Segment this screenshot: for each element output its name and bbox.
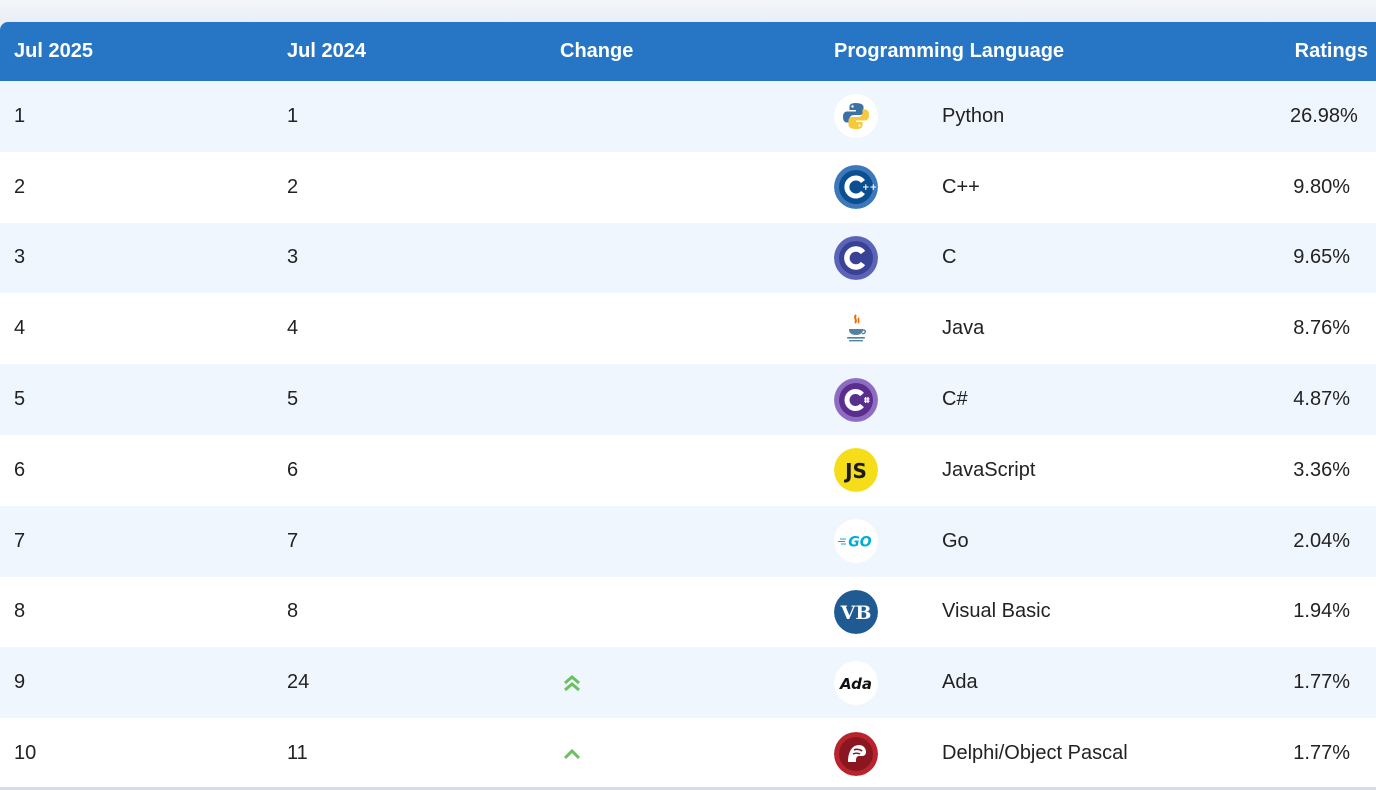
- table-row: 2 2 ++ C++ 9.80%: [0, 151, 1376, 223]
- rank-previous: 7: [287, 529, 299, 552]
- table-row: 9 24 Ada Ada 1.77%: [0, 647, 1376, 719]
- rank-previous: 1: [287, 104, 299, 127]
- rank-change: [546, 223, 820, 294]
- language-rating: 3.36%: [1293, 458, 1350, 481]
- header-previous-month[interactable]: Jul 2024: [287, 40, 366, 62]
- language-rating: 2.04%: [1293, 529, 1350, 552]
- rank-previous: 4: [287, 317, 299, 340]
- svg-text:++: ++: [862, 183, 877, 193]
- header-language[interactable]: Programming Language: [834, 40, 1065, 62]
- language-logo-cell: [820, 364, 928, 435]
- rank-current: 5: [14, 388, 26, 411]
- rank-current: 6: [14, 458, 26, 481]
- language-rating: 9.80%: [1293, 175, 1350, 198]
- language-name[interactable]: Delphi/Object Pascal: [942, 742, 1128, 765]
- header-change[interactable]: Change: [560, 40, 634, 62]
- svg-text:Ada: Ada: [839, 675, 872, 693]
- rank-change: [546, 506, 820, 577]
- svg-text:JS: JS: [843, 459, 867, 483]
- rank-current: 8: [14, 600, 26, 623]
- svg-text:VB: VB: [840, 602, 872, 624]
- rank-change: [546, 718, 820, 789]
- ranking-table-container: Jul 2025 Jul 2024 Change Programming Lan…: [0, 22, 1376, 790]
- language-name[interactable]: JavaScript: [942, 458, 1036, 481]
- csharp-logo-icon: [834, 377, 878, 422]
- language-rating: 26.98%: [1290, 104, 1358, 127]
- table-row: 1 1 Python 26.98%: [0, 81, 1376, 152]
- rank-previous: 5: [287, 388, 299, 411]
- rank-previous: 6: [287, 458, 299, 481]
- language-name[interactable]: C#: [942, 388, 968, 411]
- rank-previous: 3: [287, 246, 299, 269]
- python-logo-icon: [834, 94, 878, 139]
- rank-change: [546, 293, 820, 364]
- language-name[interactable]: Go: [942, 529, 969, 552]
- rank-change: [546, 577, 820, 648]
- cpp-logo-icon: ++: [834, 165, 878, 210]
- table-row: 3 3 C 9.65%: [0, 222, 1376, 294]
- rank-change: [546, 152, 820, 223]
- language-ranking-table: Jul 2025 Jul 2024 Change Programming Lan…: [0, 22, 1376, 789]
- header-ratings[interactable]: Ratings: [1294, 40, 1368, 62]
- language-name[interactable]: Python: [942, 104, 1005, 127]
- c-logo-icon: [834, 235, 878, 280]
- language-rating: 1.77%: [1293, 671, 1350, 694]
- language-rating: 9.65%: [1293, 246, 1350, 269]
- language-logo-cell: JS: [820, 435, 928, 506]
- rank-change: [546, 81, 820, 152]
- rank-current: 9: [14, 671, 26, 694]
- table-row: 6 6 JS JavaScript 3.36%: [0, 434, 1376, 506]
- language-logo-cell: [820, 718, 928, 789]
- delphi-logo-icon: [834, 731, 878, 776]
- arrow-up-icon: [563, 748, 581, 759]
- language-name[interactable]: C++: [942, 175, 980, 198]
- go-logo-icon: GO: [834, 519, 878, 564]
- rank-current: 3: [14, 246, 26, 269]
- rank-change: [546, 364, 820, 435]
- rank-previous: 11: [287, 742, 308, 765]
- rank-previous: 2: [287, 175, 299, 198]
- bottom-divider: [0, 787, 1376, 790]
- language-rating: 8.76%: [1293, 317, 1350, 340]
- language-rating: 1.77%: [1293, 742, 1350, 765]
- rank-previous: 8: [287, 600, 299, 623]
- double-arrow-up-icon: [564, 674, 580, 691]
- language-rating: 4.87%: [1293, 388, 1350, 411]
- page-top-strip: [0, 0, 1376, 22]
- language-name[interactable]: Ada: [942, 671, 978, 694]
- language-logo-cell: VB: [820, 577, 928, 648]
- svg-text:GO: GO: [848, 535, 871, 551]
- language-name[interactable]: Java: [942, 317, 985, 340]
- language-logo-cell: GO: [820, 506, 928, 577]
- rank-current: 1: [14, 104, 26, 127]
- table-row: 4 4 Java 8.76%: [0, 293, 1376, 365]
- visual-basic-logo-icon: VB: [834, 589, 878, 634]
- header-current-month[interactable]: Jul 2025: [14, 40, 93, 62]
- table-header-row: Jul 2025 Jul 2024 Change Programming Lan…: [0, 22, 1376, 81]
- language-logo-cell: Ada: [820, 647, 928, 718]
- ada-logo-icon: Ada: [834, 660, 878, 705]
- javascript-logo-icon: JS: [834, 448, 878, 493]
- rank-current: 2: [14, 175, 26, 198]
- language-name[interactable]: Visual Basic: [942, 600, 1051, 623]
- language-name[interactable]: C: [942, 246, 957, 269]
- rank-current: 10: [14, 742, 37, 765]
- language-rating: 1.94%: [1293, 600, 1350, 623]
- table-row: 8 8 VB Visual Basic 1.94%: [0, 576, 1376, 648]
- language-logo-cell: [820, 81, 928, 152]
- language-logo-cell: [820, 223, 928, 294]
- rank-change: [546, 647, 820, 718]
- language-logo-cell: [820, 293, 928, 364]
- rank-change: [546, 435, 820, 506]
- table-row: 10 11 Delphi/Object Pascal 1.77%: [0, 718, 1376, 789]
- rank-current: 7: [14, 529, 26, 552]
- table-row: 7 7 GO Go 2.04%: [0, 505, 1376, 577]
- rank-current: 4: [14, 317, 26, 340]
- table-row: 5 5 C# 4.87%: [0, 364, 1376, 435]
- java-logo-icon: [834, 306, 878, 351]
- rank-previous: 24: [287, 671, 310, 694]
- language-logo-cell: ++: [820, 152, 928, 223]
